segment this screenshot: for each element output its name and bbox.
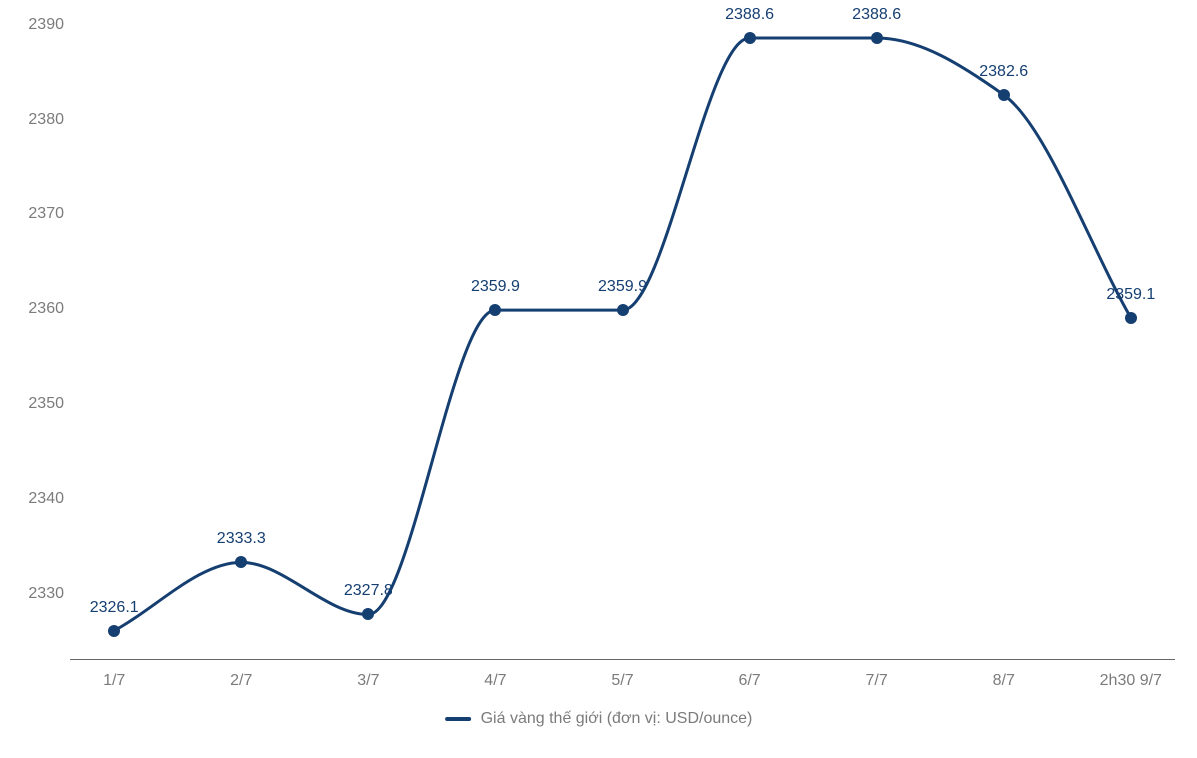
x-tick-label: 8/7 xyxy=(993,660,1015,690)
y-tick-label: 2370 xyxy=(28,205,70,223)
x-tick-label: 2/7 xyxy=(230,660,252,690)
x-tick-label: 6/7 xyxy=(738,660,760,690)
x-tick-label: 1/7 xyxy=(103,660,125,690)
y-tick-label: 2330 xyxy=(28,585,70,603)
x-tick-label: 2h30 9/7 xyxy=(1100,660,1162,690)
data-point-label: 2333.3 xyxy=(217,530,266,548)
data-point-label: 2382.6 xyxy=(979,63,1028,81)
y-tick-label: 2380 xyxy=(28,111,70,129)
data-point-marker xyxy=(744,32,756,44)
series-line xyxy=(114,38,1131,631)
legend: Giá vàng thế giới (đơn vị: USD/ounce) xyxy=(445,710,753,728)
legend-swatch xyxy=(445,717,471,721)
data-point-label: 2359.1 xyxy=(1106,286,1155,304)
data-point-label: 2388.6 xyxy=(725,6,774,24)
data-point-marker xyxy=(998,89,1010,101)
data-point-label: 2359.9 xyxy=(598,278,647,296)
data-point-label: 2359.9 xyxy=(471,278,520,296)
gold-price-chart: 2330 2340 2350 2360 2370 2380 2390 1/7 2/7 3/7 4/7… xyxy=(0,0,1197,758)
data-point-marker xyxy=(871,32,883,44)
data-point-marker xyxy=(362,608,374,620)
y-tick-label: 2360 xyxy=(28,300,70,318)
data-point-marker xyxy=(1125,312,1137,324)
data-point-marker xyxy=(108,625,120,637)
legend-label: Giá vàng thế giới (đơn vị: USD/ounce) xyxy=(481,710,753,728)
y-tick-label: 2340 xyxy=(28,490,70,508)
x-tick-label: 5/7 xyxy=(611,660,633,690)
data-point-marker xyxy=(235,556,247,568)
data-point-label: 2327.8 xyxy=(344,582,393,600)
plot-area: 23302340235023602370238023901/72/73/74/7… xyxy=(70,20,1175,660)
y-tick-label: 2390 xyxy=(28,16,70,34)
x-tick-label: 4/7 xyxy=(484,660,506,690)
data-point-label: 2326.1 xyxy=(90,599,139,617)
y-tick-label: 2350 xyxy=(28,395,70,413)
data-point-marker xyxy=(489,304,501,316)
x-tick-label: 3/7 xyxy=(357,660,379,690)
data-point-marker xyxy=(617,304,629,316)
x-tick-label: 7/7 xyxy=(866,660,888,690)
data-point-label: 2388.6 xyxy=(852,6,901,24)
